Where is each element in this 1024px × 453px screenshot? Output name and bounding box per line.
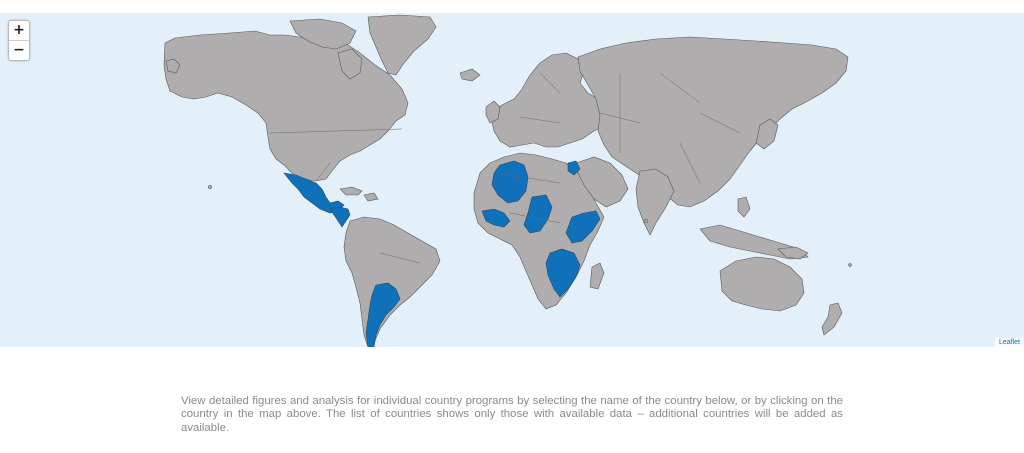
land-madagascar[interactable]: [589, 262, 605, 290]
land-baffin[interactable]: [337, 48, 363, 80]
world-map[interactable]: + − Leaflet: [0, 13, 1024, 347]
country-tanzania-mozambique[interactable]: [545, 248, 581, 298]
land-hawaii[interactable]: [208, 185, 212, 189]
description-text: View detailed figures and analysis for i…: [181, 395, 843, 434]
land-new-zealand[interactable]: [821, 302, 843, 336]
land-hispaniola[interactable]: [363, 192, 379, 202]
land-japan[interactable]: [755, 118, 779, 150]
land-north-america[interactable]: [163, 30, 409, 182]
land-papua[interactable]: [777, 246, 809, 260]
country-jordan[interactable]: [567, 160, 581, 176]
country-argentina[interactable]: [365, 282, 401, 347]
land-arabia[interactable]: [575, 156, 629, 208]
land-south-america[interactable]: [343, 216, 441, 347]
land-maldives[interactable]: [643, 218, 649, 224]
land-asia[interactable]: [577, 36, 849, 208]
zoom-control: + −: [8, 20, 30, 61]
land-iceland[interactable]: [459, 68, 481, 82]
country-algeria[interactable]: [491, 160, 529, 204]
map-attribution-link[interactable]: Leaflet: [994, 338, 1024, 347]
land-arctic-islands[interactable]: [289, 18, 357, 50]
land-pacific-island[interactable]: [848, 263, 852, 267]
land-greenland[interactable]: [367, 14, 437, 76]
zoom-in-button[interactable]: +: [13, 22, 25, 38]
country-sudan-car[interactable]: [523, 194, 553, 234]
country-central-america[interactable]: [329, 206, 351, 228]
zoom-out-button[interactable]: −: [9, 40, 29, 60]
land-cuba[interactable]: [339, 186, 363, 196]
country-west-africa[interactable]: [481, 208, 511, 228]
country-mexico[interactable]: [283, 172, 345, 214]
land-india[interactable]: [635, 168, 675, 236]
land-australia[interactable]: [719, 256, 805, 312]
land-philippines[interactable]: [737, 196, 751, 218]
land-alaska-islands[interactable]: [165, 58, 181, 74]
border-lines: [269, 72, 741, 264]
country-somalia-kenya[interactable]: [565, 210, 601, 244]
map-canvas[interactable]: [0, 13, 1024, 347]
land-uk[interactable]: [485, 100, 501, 124]
